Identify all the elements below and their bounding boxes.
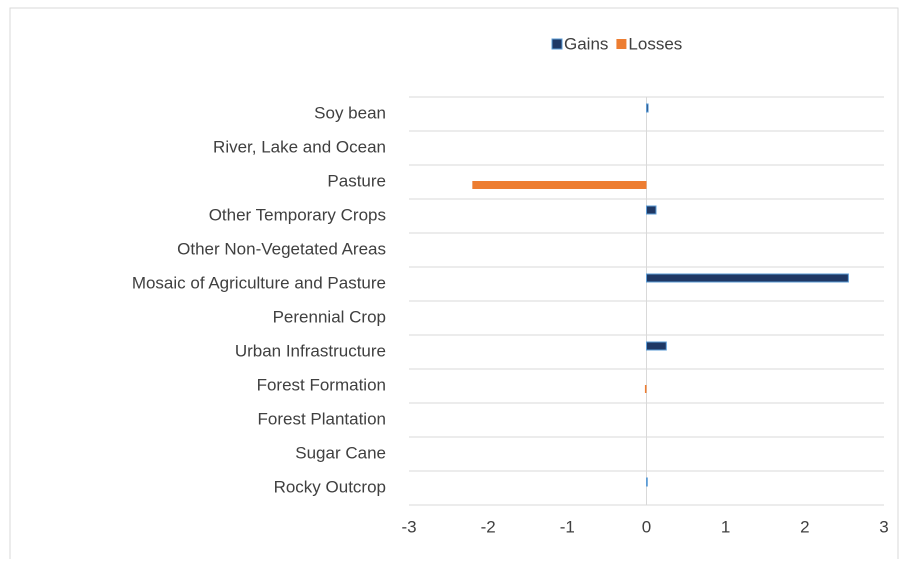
y-tick-label: Perennial Crop	[273, 307, 386, 326]
legend-label: Losses	[628, 34, 682, 53]
y-tick-label: Pasture	[327, 171, 386, 190]
x-tick-label: -1	[560, 517, 575, 536]
legend-label: Gains	[564, 34, 608, 53]
y-tick-label: Sugar Cane	[295, 443, 386, 462]
y-tick-label: Other Temporary Crops	[209, 205, 386, 224]
bar	[646, 273, 849, 283]
y-tick-label: River, Lake and Ocean	[213, 137, 386, 156]
bar	[646, 341, 667, 351]
bar	[472, 181, 647, 189]
x-tick-label: 3	[879, 517, 888, 536]
bar	[644, 385, 647, 393]
y-tick-label: Rocky Outcrop	[274, 477, 386, 496]
x-tick-label: 0	[642, 517, 651, 536]
y-tick-label: Soy bean	[314, 103, 386, 122]
x-tick-label: -2	[481, 517, 496, 536]
y-tick-label: Forest Formation	[257, 375, 386, 394]
y-tick-label: Urban Infrastructure	[235, 341, 386, 360]
y-tick-label: Other Non-Vegetated Areas	[177, 239, 386, 258]
y-tick-label: Mosaic of Agriculture and Pasture	[132, 273, 386, 292]
bar	[646, 477, 648, 487]
legend-swatch	[551, 38, 563, 50]
bar	[646, 205, 657, 215]
y-tick-label: Forest Plantation	[257, 409, 386, 428]
x-tick-label: -3	[401, 517, 416, 536]
x-tick-label: 1	[721, 517, 730, 536]
x-tick-label: 2	[800, 517, 809, 536]
bar	[646, 103, 649, 113]
legend-swatch	[616, 39, 627, 49]
